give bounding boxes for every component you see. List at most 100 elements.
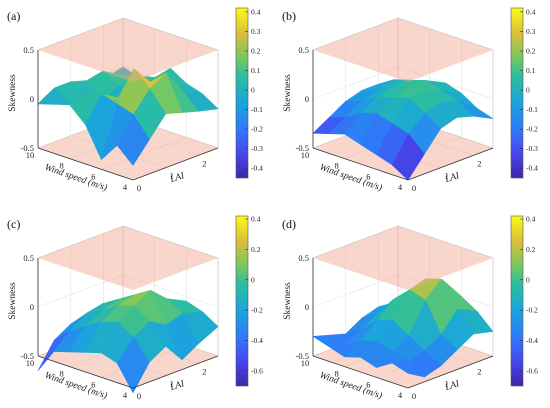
y-tick-label: 1 (445, 171, 449, 181)
z-tick-label: -0.5 (21, 143, 34, 153)
z-tick-label: 0 (30, 94, 34, 104)
z-axis-label: Skewness (283, 282, 293, 320)
y-tick-label: 1 (170, 171, 174, 181)
z-tick-label: 0.5 (298, 45, 309, 55)
colorbar-tick-label: 0.3 (251, 27, 261, 36)
colorbar (235, 7, 249, 179)
y-axis-line (132, 355, 219, 389)
x-tick-label: 4 (123, 182, 128, 192)
y-tick-label: 0 (412, 183, 416, 193)
colorbar-tick-label: -0.2 (526, 306, 538, 315)
y-tick-label: 2 (202, 366, 206, 376)
colorbar (510, 7, 524, 179)
x-tick-label: 4 (398, 182, 403, 192)
x-tick-label: 6 (366, 171, 370, 181)
x-axis-line (312, 355, 409, 389)
x-tick-label: 8 (335, 369, 339, 379)
x-axis-line (37, 147, 134, 181)
z-axis-label: Skewness (8, 282, 18, 320)
y-tick-label: 0 (137, 183, 141, 193)
y-axis-label: LAI (443, 171, 461, 186)
colorbar-tick-label: 0.2 (251, 245, 261, 254)
x-tick-label: 10 (26, 358, 35, 368)
x-axis-line (312, 147, 409, 181)
colorbar (235, 215, 249, 387)
x-tick-label: 10 (301, 358, 310, 368)
colorbar-tick-label: -0.6 (526, 366, 538, 375)
z-tick-label: 0 (305, 302, 309, 312)
threshold-plane (313, 18, 493, 82)
colorbar-tick-label: 0.4 (251, 215, 261, 224)
y-tick-label: 1 (170, 379, 174, 389)
colorbar-tick-label: -0.4 (251, 164, 263, 173)
colorbar-tick-label: 0 (526, 275, 530, 284)
x-tick-label: 4 (123, 390, 128, 400)
threshold-plane (313, 226, 493, 290)
surface-patch (116, 337, 150, 394)
x-tick-label: 6 (91, 379, 95, 389)
colorbar-tick-label: -0.4 (526, 336, 538, 345)
y-tick-label: 0 (412, 391, 416, 401)
z-tick-label: 0 (30, 302, 34, 312)
panel-letter: (c) (7, 217, 20, 231)
x-tick-label: 8 (335, 161, 339, 171)
z-tick-label: 0.5 (23, 45, 34, 55)
threshold-plane (38, 226, 218, 290)
panel-letter: (a) (7, 9, 20, 23)
x-tick-label: 4 (398, 390, 403, 400)
colorbar-tick-label: 0.4 (526, 7, 536, 16)
colorbar-tick-label: -0.2 (526, 125, 538, 134)
colorbar-tick-label: 0.3 (526, 27, 536, 36)
y-tick-label: 2 (202, 158, 206, 168)
x-tick-label: 8 (60, 161, 64, 171)
colorbar-tick-label: -0.3 (526, 144, 538, 153)
colorbar-tick-label: 0.4 (251, 7, 261, 16)
colorbar-tick-label: 0.1 (251, 66, 261, 75)
colorbar-tick-label: 0 (526, 86, 530, 95)
z-tick-label: 0.5 (298, 253, 309, 263)
surface-patch (391, 133, 425, 181)
colorbar-tick-label: -0.6 (251, 366, 263, 375)
y-axis-label: LAI (168, 171, 186, 186)
colorbar-tick-label: -0.4 (526, 164, 538, 173)
colorbar-tick-label: 0.2 (251, 46, 261, 55)
y-axis-line (132, 147, 219, 181)
colorbar-tick-label: 0.4 (526, 215, 536, 224)
z-tick-label: 0.5 (23, 253, 34, 263)
y-tick-label: 2 (477, 158, 481, 168)
x-tick-label: 10 (301, 150, 310, 160)
y-axis-label: LAI (168, 379, 186, 394)
colorbar-tick-label: 0 (251, 275, 255, 284)
y-tick-label: 0 (137, 391, 141, 401)
surface-patch (391, 361, 425, 378)
surface-patch (116, 114, 150, 166)
panel-letter: (d) (282, 217, 296, 231)
colorbar (510, 215, 524, 387)
z-tick-label: -0.5 (296, 351, 309, 361)
z-tick-label: -0.5 (21, 351, 34, 361)
colorbar-tick-label: 0 (251, 86, 255, 95)
threshold-plane (38, 18, 218, 82)
z-tick-label: -0.5 (296, 143, 309, 153)
z-axis-label: Skewness (8, 74, 18, 112)
y-axis-line (407, 355, 494, 389)
x-tick-label: 10 (26, 150, 35, 160)
x-tick-label: 6 (366, 379, 370, 389)
y-tick-label: 1 (445, 379, 449, 389)
colorbar-tick-label: -0.2 (251, 306, 263, 315)
y-axis-label: LAI (443, 379, 461, 394)
colorbar-tick-label: 0.1 (526, 66, 536, 75)
x-axis-line (37, 355, 134, 389)
z-tick-label: 0 (305, 94, 309, 104)
colorbar-tick-label: -0.4 (251, 336, 263, 345)
panel-letter: (b) (282, 9, 296, 23)
colorbar-tick-label: -0.1 (251, 105, 263, 114)
y-axis-line (407, 147, 494, 181)
colorbar-tick-label: -0.2 (251, 125, 263, 134)
x-tick-label: 8 (60, 369, 64, 379)
